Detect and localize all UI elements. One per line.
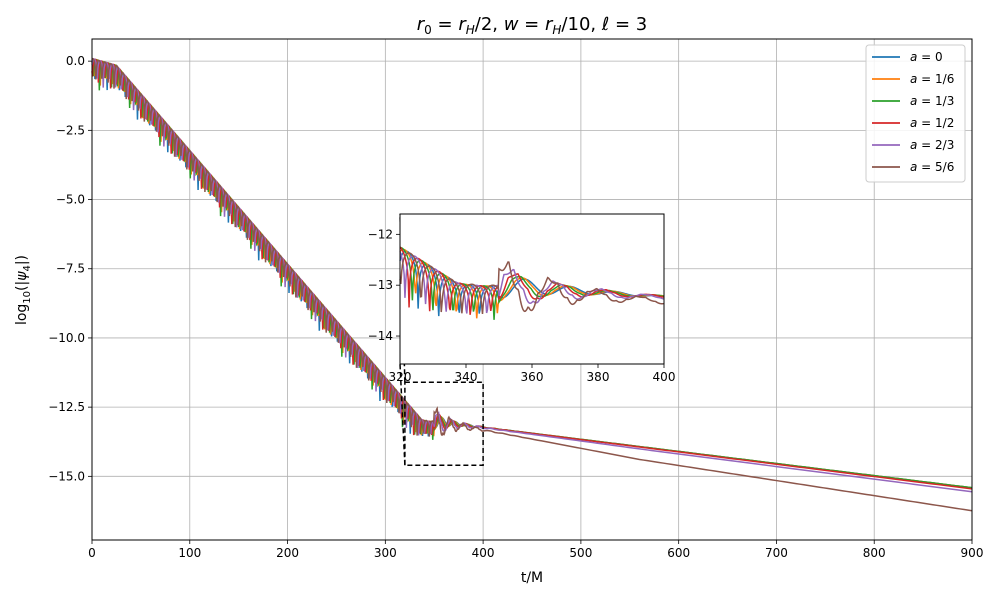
inset-series-line: [399, 246, 665, 320]
legend-label-value: = 5/6: [917, 160, 954, 174]
legend: a = 0a = 1/6a = 1/3a = 1/2a = 2/3a = 5/6: [865, 44, 966, 183]
inset-x-tick-label: 340: [455, 370, 478, 384]
x-tick-label: 200: [276, 546, 299, 560]
inset-y-tick-label: −14: [368, 329, 393, 343]
zoom-region-box: [404, 381, 484, 467]
inset-axis-ticks: 320 340 360 380 400 −12 −13 −14: [368, 227, 676, 384]
x-tick-label: 300: [374, 546, 397, 560]
x-tick-label: 400: [472, 546, 495, 560]
legend-label-value: = 1/3: [917, 94, 954, 108]
legend-label: a = 1/2: [910, 116, 954, 130]
legend-label-var: a: [910, 138, 917, 152]
y-tick-label: 0.0: [66, 54, 85, 68]
legend-label-value: = 2/3: [917, 138, 954, 152]
main-axis-ticks: 0 100 200 300 400 500 600 700 800 900 0.0 −2.5 −5.0 −…: [48, 54, 983, 560]
x-axis-label: t/M: [521, 570, 543, 586]
x-tick-label: 800: [863, 546, 886, 560]
y-tick-label: −15.0: [48, 469, 85, 483]
legend-label-var: a: [910, 160, 917, 174]
legend-label-var: a: [910, 50, 917, 64]
legend-label-var: a: [910, 94, 917, 108]
legend-label: a = 2/3: [910, 138, 954, 152]
inset-series-line: [399, 252, 665, 315]
x-tick-label: 700: [765, 546, 788, 560]
y-tick-label: −2.5: [56, 123, 85, 137]
y-axis-label: log10(|ψ4|): [14, 255, 33, 325]
inset-series-lines: [399, 246, 665, 320]
inset-x-tick-label: 360: [521, 370, 544, 384]
inset-x-tick-label: 400: [653, 370, 676, 384]
inset-y-tick-label: −13: [368, 278, 393, 292]
legend-label-value: = 1/6: [917, 72, 954, 86]
x-tick-label: 500: [569, 546, 592, 560]
legend-label-value: = 0: [917, 50, 942, 64]
y-tick-label: −12.5: [48, 400, 85, 414]
inset-y-tick-label: −12: [368, 227, 393, 241]
inset-series-line: [399, 246, 665, 315]
x-tick-label: 100: [178, 546, 201, 560]
legend-label: a = 5/6: [910, 160, 954, 174]
x-tick-label: 0: [88, 546, 96, 560]
y-tick-label: −5.0: [56, 193, 85, 207]
inset-x-tick-label: 380: [587, 370, 610, 384]
main-series-lines: [91, 57, 973, 512]
main-plot-frame: [91, 38, 973, 541]
y-tick-label: −7.5: [56, 262, 85, 276]
chart-title: r0 = rH/2, w = rH/10, ℓ = 3: [417, 14, 648, 37]
legend-label: a = 1/3: [910, 94, 954, 108]
x-tick-label: 900: [961, 546, 984, 560]
x-tick-label: 600: [667, 546, 690, 560]
y-tick-label: −10.0: [48, 331, 85, 345]
zoom-connector-line: [399, 363, 406, 466]
legend-label: a = 0: [910, 50, 943, 64]
legend-label-value: = 1/2: [917, 116, 954, 130]
legend-label: a = 1/6: [910, 72, 954, 86]
legend-label-var: a: [910, 72, 917, 86]
legend-label-var: a: [910, 116, 917, 130]
inset-x-tick-label: 320: [389, 370, 412, 384]
series-line: [91, 57, 973, 512]
